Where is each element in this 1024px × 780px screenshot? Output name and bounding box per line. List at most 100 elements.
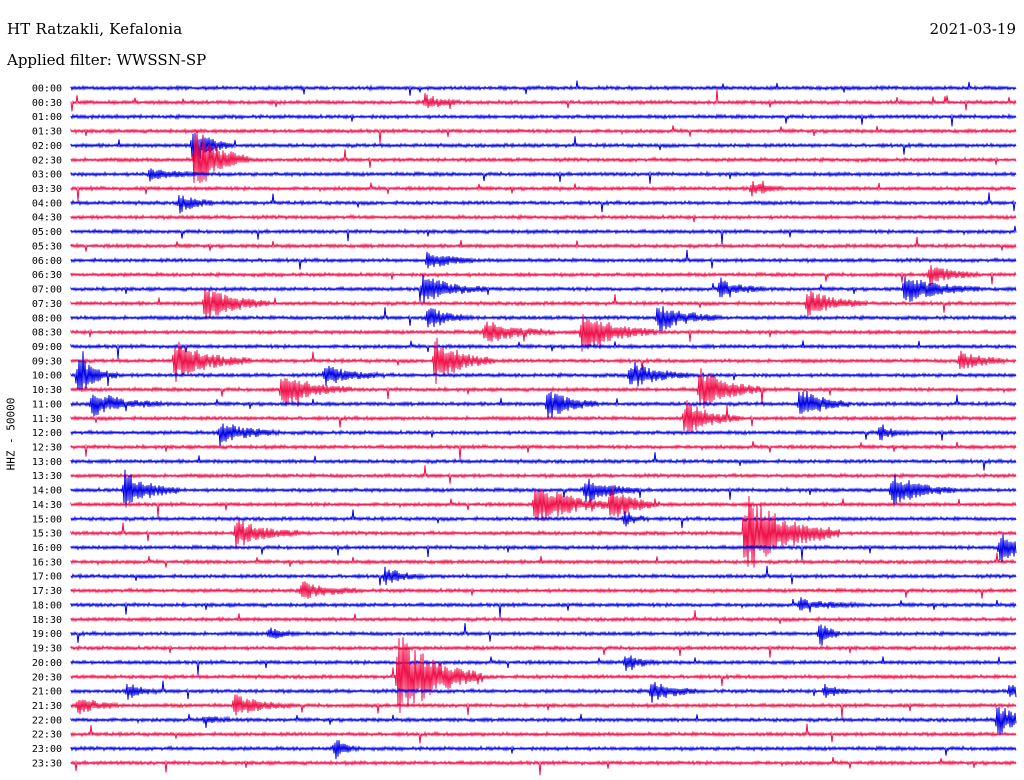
trace-row-1930	[70, 644, 1017, 658]
trace-row-0630	[70, 265, 1017, 286]
time-label-0430: 04:30	[32, 213, 62, 224]
trace-row-0900	[70, 340, 1017, 359]
trace-row-0700	[70, 274, 1017, 304]
trace-row-0830	[70, 314, 1017, 352]
time-label-0830: 08:30	[32, 328, 62, 339]
time-label-1130: 11:30	[32, 414, 62, 425]
time-label-0200: 02:00	[32, 141, 62, 152]
time-label-0600: 06:00	[32, 256, 62, 267]
time-label-1200: 12:00	[32, 428, 62, 439]
trace-row-1300	[70, 452, 1017, 471]
time-label-2130: 21:30	[32, 701, 62, 712]
time-label-2100: 21:00	[32, 687, 62, 698]
time-label-0730: 07:30	[32, 299, 62, 310]
trace-row-0500	[70, 225, 1017, 244]
time-label-1930: 19:30	[32, 644, 62, 655]
time-label-1900: 19:00	[32, 629, 62, 640]
time-label-0000: 00:00	[32, 84, 62, 95]
time-label-2330: 23:30	[32, 758, 62, 769]
time-label-1600: 16:00	[32, 543, 62, 554]
time-label-1300: 13:00	[32, 457, 62, 468]
trace-row-1900	[70, 623, 1017, 646]
trace-row-1700	[70, 565, 1017, 586]
trace-row-1330	[70, 465, 1017, 484]
trace-row-0030	[70, 89, 1017, 112]
time-label-1030: 10:30	[32, 385, 62, 396]
trace-row-2330	[70, 757, 1017, 776]
trace-row-1600	[70, 534, 1017, 564]
time-label-0900: 09:00	[32, 342, 62, 353]
time-label-2230: 22:30	[32, 730, 62, 741]
time-label-0100: 01:00	[32, 112, 62, 123]
time-label-0400: 04:00	[32, 198, 62, 209]
trace-row-2000	[70, 655, 1017, 675]
trace-row-0600	[70, 249, 1017, 270]
time-label-1630: 16:30	[32, 557, 62, 568]
time-label-2000: 20:00	[32, 658, 62, 669]
time-label-0130: 01:30	[32, 127, 62, 138]
trace-row-0300	[70, 168, 1017, 184]
time-label-1830: 18:30	[32, 615, 62, 626]
trace-row-2030	[70, 637, 1017, 714]
filter-label: Applied filter: WWSSN-SP	[7, 51, 207, 69]
record-date: 2021-03-19	[929, 20, 1016, 38]
time-label-1730: 17:30	[32, 586, 62, 597]
trace-row-0430	[70, 213, 1017, 223]
time-label-0500: 05:00	[32, 227, 62, 238]
trace-row-0330	[70, 180, 1017, 201]
trace-row-1200	[70, 423, 1017, 447]
time-label-0700: 07:00	[32, 285, 62, 296]
trace-row-1530	[70, 495, 1017, 568]
time-label-0630: 06:30	[32, 270, 62, 281]
time-label-0230: 02:30	[32, 155, 62, 166]
trace-row-1830	[70, 610, 1017, 624]
time-label-0930: 09:30	[32, 356, 62, 367]
time-axis-labels: 00:00 00:30 01:00 01:30 02:00 02:30 03:00 03:30…	[32, 84, 62, 770]
trace-row-0800	[70, 306, 1017, 332]
trace-row-1000	[70, 351, 1017, 392]
trace-row-1100	[70, 390, 1017, 419]
trace-row-1500	[70, 509, 1017, 529]
trace-row-0130	[70, 125, 1017, 144]
time-label-2030: 20:30	[32, 672, 62, 683]
trace-row-1230	[70, 441, 1017, 460]
time-label-0300: 03:00	[32, 170, 62, 181]
trace-row-2300	[70, 740, 1017, 760]
time-label-0800: 08:00	[32, 313, 62, 324]
time-label-1230: 12:30	[32, 443, 62, 454]
trace-row-1030	[70, 368, 1017, 409]
trace-row-1730	[70, 581, 1017, 599]
time-label-2300: 23:00	[32, 744, 62, 755]
trace-row-0730	[70, 288, 1017, 320]
time-label-1100: 11:00	[32, 399, 62, 410]
trace-row-2230	[70, 723, 1017, 744]
trace-row-1630	[70, 552, 1017, 568]
time-label-1530: 15:30	[32, 529, 62, 540]
trace-row-2100	[70, 680, 1017, 703]
seismic-traces	[70, 80, 1017, 776]
trace-row-0230	[70, 130, 1017, 184]
trace-row-0100	[70, 112, 1017, 127]
trace-row-0530	[70, 236, 1017, 252]
time-label-1000: 10:00	[32, 371, 62, 382]
trace-row-2130	[70, 694, 1017, 718]
trace-row-0930	[70, 337, 1017, 385]
time-label-1800: 18:00	[32, 600, 62, 611]
time-label-0030: 00:30	[32, 98, 62, 109]
trace-row-2200	[70, 707, 1017, 735]
time-label-0530: 05:30	[32, 241, 62, 252]
time-label-0330: 03:30	[32, 184, 62, 195]
time-label-1500: 15:00	[32, 514, 62, 525]
time-label-1330: 13:30	[32, 471, 62, 482]
trace-row-0000	[70, 80, 1017, 96]
time-label-1700: 17:00	[32, 572, 62, 583]
station-title: HT Ratzakli, Kefalonia	[7, 20, 183, 38]
trace-row-0200	[70, 133, 1017, 163]
trace-row-1430	[70, 487, 1017, 522]
trace-row-1130	[70, 400, 1017, 432]
trace-row-0400	[70, 192, 1017, 214]
time-label-1400: 14:00	[32, 486, 62, 497]
time-label-2200: 22:00	[32, 715, 62, 726]
time-label-1430: 14:30	[32, 500, 62, 511]
